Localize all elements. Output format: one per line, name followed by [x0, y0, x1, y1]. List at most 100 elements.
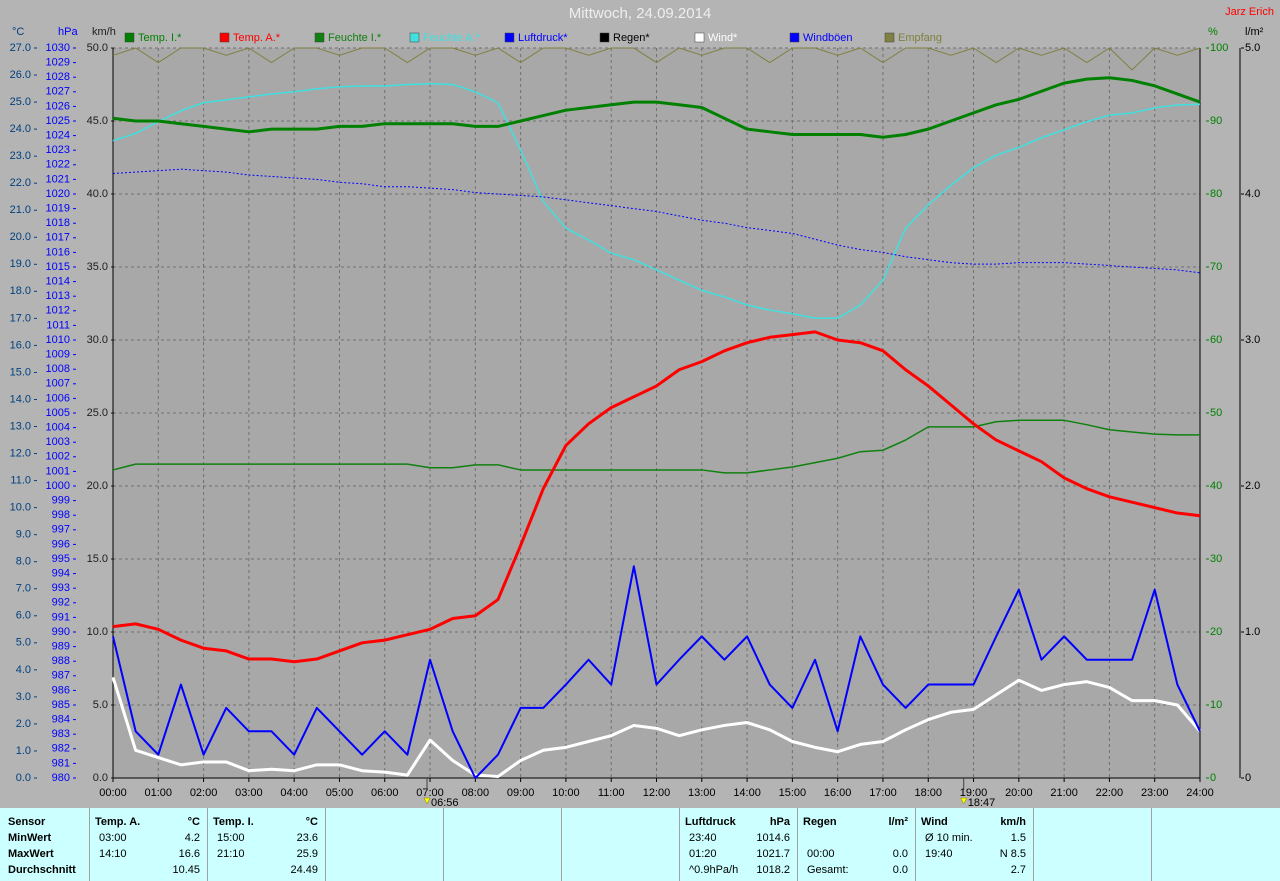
y-tick-label: 998	[52, 509, 70, 521]
y-tick-label: 9.0	[16, 529, 31, 541]
axis-title: l/m²	[1245, 26, 1264, 38]
separator	[1033, 808, 1034, 881]
block-header: Temp. I.	[213, 816, 254, 828]
block-value: 0.0	[892, 848, 908, 860]
y-tick-label: 0.0	[93, 772, 108, 784]
y-tick-label: 1003	[46, 436, 70, 448]
block-unit: km/h	[1000, 816, 1026, 828]
legend-label: Temp. I.*	[138, 32, 182, 44]
y-tick-label: 1011	[46, 319, 70, 331]
y-tick-label: 1007	[46, 378, 70, 390]
axis-title: °C	[12, 26, 24, 38]
y-tick-label: 0	[1245, 772, 1251, 784]
y-tick-label: 1023	[46, 144, 70, 156]
y-tick-label: 40	[1210, 480, 1222, 492]
y-tick-label: 50.0	[87, 42, 108, 54]
block-time: 23:40	[689, 832, 717, 844]
x-tick-label: 07:00	[416, 787, 444, 799]
legend-swatch	[504, 32, 515, 43]
y-tick-label: 1025	[46, 115, 70, 127]
y-tick-label: 40.0	[87, 188, 108, 200]
y-tick-label: 20.0	[87, 480, 108, 492]
y-tick-label: 1009	[46, 349, 70, 361]
y-tick-label: 1.0	[1245, 626, 1260, 638]
y-tick-label: 984	[52, 714, 70, 726]
y-tick-label: 992	[52, 597, 70, 609]
block-unit: l/m²	[888, 816, 908, 828]
legend-swatch	[599, 32, 610, 43]
y-tick-label: 2.0	[1245, 480, 1260, 492]
x-tick-label: 13:00	[688, 787, 716, 799]
legend-swatch	[884, 32, 895, 43]
block-time: 19:40	[925, 848, 953, 860]
x-tick-label: 09:00	[507, 787, 535, 799]
x-tick-label: 01:00	[145, 787, 173, 799]
y-tick-label: 30	[1210, 553, 1222, 565]
y-tick-label: 1029	[46, 57, 70, 69]
y-tick-label: 1017	[46, 232, 70, 244]
y-tick-label: 70	[1210, 261, 1222, 273]
x-tick-label: 08:00	[462, 787, 490, 799]
x-tick-label: 02:00	[190, 787, 218, 799]
block-value: 2.7	[1010, 864, 1026, 876]
x-tick-label: 12:00	[643, 787, 671, 799]
separator	[1151, 808, 1152, 881]
block-time: 14:10	[99, 848, 127, 860]
y-tick-label: 1020	[46, 188, 70, 200]
legend-label: Luftdruck*	[518, 32, 568, 44]
y-tick-label: 26.0	[10, 69, 31, 81]
y-tick-label: 60	[1210, 334, 1222, 346]
y-tick-label: 1019	[46, 203, 70, 215]
legend-swatch	[219, 32, 230, 43]
x-tick-label: 14:00	[733, 787, 761, 799]
y-tick-label: 0	[1210, 772, 1216, 784]
y-tick-label: 987	[52, 670, 70, 682]
y-tick-label: 90	[1210, 115, 1222, 127]
block-value: 0.0	[892, 864, 908, 876]
x-tick-label: 23:00	[1141, 787, 1169, 799]
block-time: 15:00	[217, 832, 245, 844]
legend-label: Empfang	[898, 32, 942, 44]
y-tick-label: 15.0	[10, 366, 31, 378]
y-tick-label: 16.0	[10, 339, 31, 351]
y-tick-label: 983	[52, 728, 70, 740]
y-tick-label: 25.0	[87, 407, 108, 419]
y-tick-label: 30.0	[87, 334, 108, 346]
y-tick-label: 10	[1210, 699, 1222, 711]
block-time: 00:00	[807, 848, 835, 860]
y-tick-label: 35.0	[87, 261, 108, 273]
y-tick-label: 1012	[46, 305, 70, 317]
sun-label: 06:56	[431, 797, 459, 808]
separator	[443, 808, 444, 881]
series-line	[112, 419, 1200, 474]
block-header: Luftdruck	[685, 816, 736, 828]
y-tick-label: 993	[52, 582, 70, 594]
y-tick-label: 7.0	[16, 583, 31, 595]
y-tick-label: 1005	[46, 407, 70, 419]
y-tick-label: 3.0	[1245, 334, 1260, 346]
y-tick-label: 980	[52, 772, 70, 784]
block-header: Wind	[921, 816, 948, 828]
block-value: 1.5	[1010, 832, 1026, 844]
y-tick-label: 996	[52, 538, 70, 550]
y-tick-label: 10.0	[87, 626, 108, 638]
separator	[89, 808, 90, 881]
y-tick-label: 1013	[46, 290, 70, 302]
y-tick-label: 18.0	[10, 285, 31, 297]
y-tick-label: 1010	[46, 334, 70, 346]
y-tick-label: 1024	[46, 130, 70, 142]
legend-label: Temp. A.*	[233, 32, 281, 44]
y-tick-label: 982	[52, 743, 70, 755]
y-tick-label: 6.0	[16, 610, 31, 622]
y-tick-label: 1018	[46, 217, 70, 229]
block-value: 1014.6	[756, 832, 790, 844]
y-tick-label: 22.0	[10, 177, 31, 189]
block-value: 24.49	[290, 864, 318, 876]
y-tick-label: 1027	[46, 86, 70, 98]
block-value: 23.6	[296, 832, 318, 844]
chart: Mittwoch, 24.09.2014 Jarz Erich 00:00 01:…	[10, 5, 1274, 808]
block-value: 1021.7	[756, 848, 790, 860]
y-tick-label: 4.0	[16, 664, 31, 676]
block-value: N 8.5	[999, 848, 1026, 860]
y-tick-label: 999	[52, 495, 70, 507]
